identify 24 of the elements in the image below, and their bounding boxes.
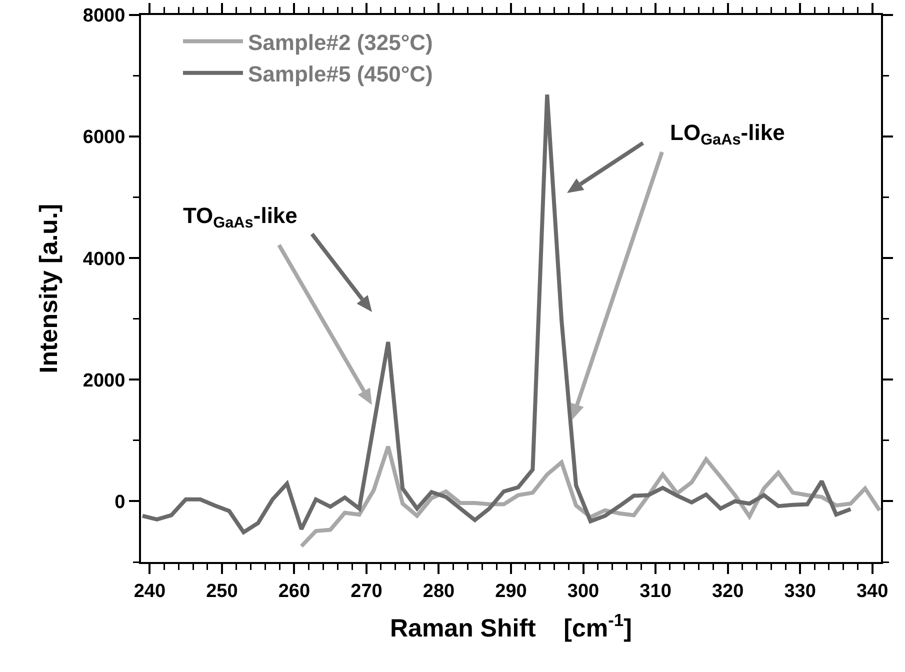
legend-label: Sample#5 (450°C) [248,61,433,86]
line-series [141,92,853,534]
y-tick-label: 0 [114,492,126,513]
y-tick-label: 4000 [82,248,126,270]
annotation: LO$_{GaAs}$-like [670,120,785,149]
x-tick-label: 330 [784,580,816,602]
y-axis-title: Intensity [a.u.] [35,204,64,374]
annotation: TO$_{GaAs}$-like [183,203,298,232]
x-tick-label: 310 [640,580,672,602]
legend-label: Sample#2 (325°C) [248,30,433,55]
x-tick-label: 260 [278,580,310,602]
x-tick-label: 240 [134,580,166,602]
x-tick-label: 250 [206,580,238,602]
x-tick-label: 340 [856,580,888,602]
x-tick-label: 280 [422,580,455,602]
x-tick-label: 320 [712,580,744,602]
y-tick-label: 6000 [82,127,126,148]
y-tick-label: 2000 [82,370,126,392]
x-tick-label: 290 [495,580,527,602]
line-series [299,444,881,548]
x-tick-label: 300 [567,580,600,602]
x-axis-title: Raman Shift [cm$^{-1}$] [390,610,632,642]
x-tick-label: 270 [350,580,382,602]
y-tick-label: 8000 [82,6,126,27]
